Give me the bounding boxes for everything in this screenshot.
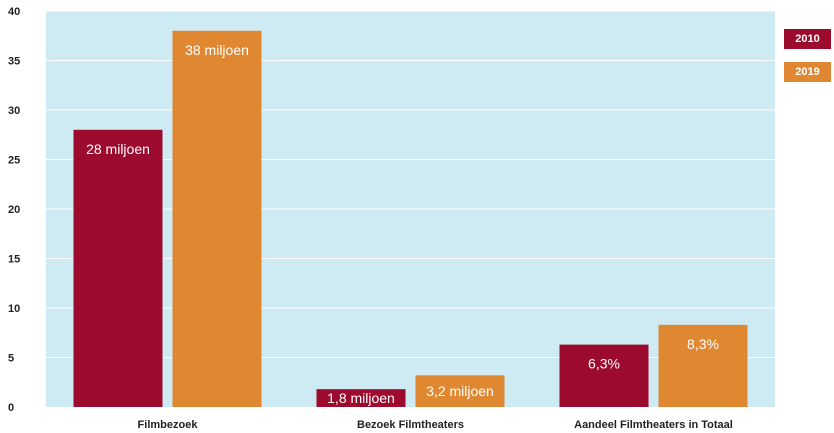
bars bbox=[73, 30, 748, 408]
bar-2019 bbox=[172, 30, 262, 408]
y-tick-label: 40 bbox=[8, 6, 20, 18]
data-label: 38 miljoen bbox=[185, 42, 249, 58]
data-label: 8,3% bbox=[687, 336, 719, 352]
bar-2019 bbox=[658, 324, 748, 407]
data-labels: 28 miljoen 38 miljoen 1,8 miljoen 3,2 miljo… bbox=[86, 42, 719, 406]
grid-lines bbox=[46, 10, 775, 358]
y-tick-label: 25 bbox=[8, 155, 20, 167]
bar-2019 bbox=[415, 375, 505, 407]
bar-2010 bbox=[316, 389, 406, 407]
bar-2010 bbox=[559, 344, 649, 407]
legend-2010: 2010 bbox=[784, 29, 831, 49]
x-category-label: Filmbezoek bbox=[138, 419, 199, 431]
y-tick-label: 15 bbox=[8, 254, 20, 266]
data-label: 1,8 miljoen bbox=[327, 390, 395, 406]
data-label: 28 miljoen bbox=[86, 141, 150, 157]
y-axis: 0 5 10 15 20 25 30 35 40 bbox=[8, 6, 20, 414]
y-tick-label: 0 bbox=[8, 402, 14, 414]
data-label: 3,2 miljoen bbox=[426, 383, 494, 399]
x-axis: Filmbezoek Bezoek Filmtheaters Aandeel Fil… bbox=[138, 419, 733, 431]
y-tick-label: 20 bbox=[8, 204, 20, 216]
x-category-label: Bezoek Filmtheaters bbox=[357, 419, 464, 431]
data-label: 6,3% bbox=[588, 356, 620, 372]
x-category-label: Aandeel Filmtheaters in Totaal bbox=[574, 419, 733, 431]
y-tick-label: 10 bbox=[8, 303, 20, 315]
y-tick-label: 30 bbox=[8, 105, 20, 117]
legend-2019: 2019 bbox=[784, 62, 831, 82]
y-tick-label: 5 bbox=[8, 353, 14, 365]
y-tick-label: 35 bbox=[8, 56, 20, 68]
bar-2010 bbox=[73, 129, 163, 408]
